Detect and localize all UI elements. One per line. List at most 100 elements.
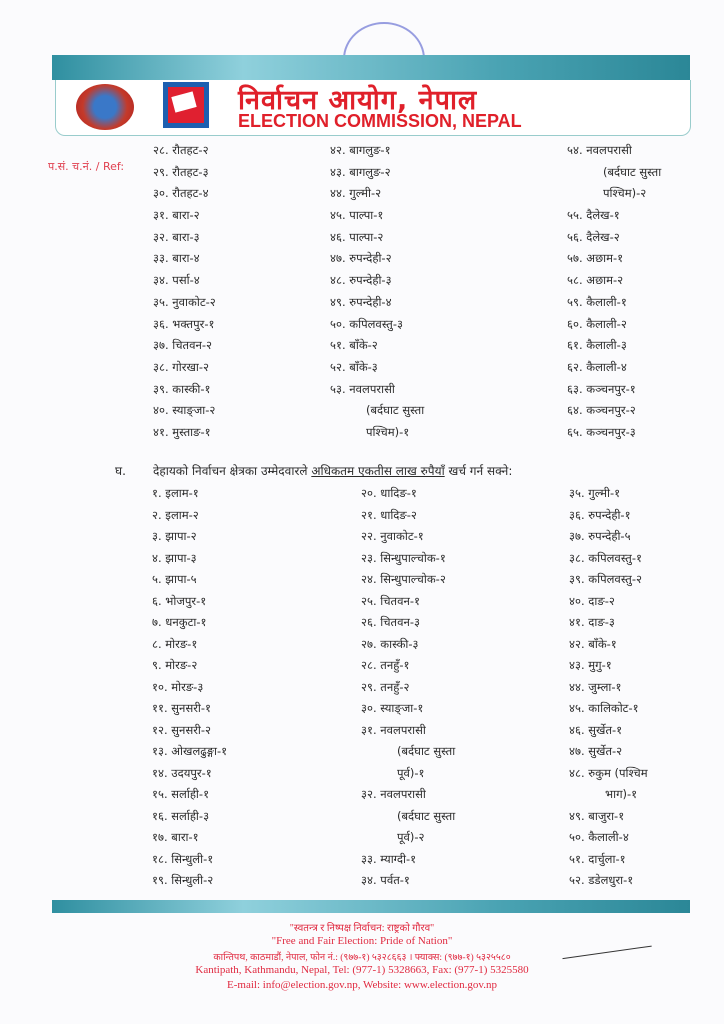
item-number: ५१. (330, 338, 346, 353)
item-number: ३९. (153, 381, 169, 396)
item-number: ४२. (330, 143, 346, 157)
item-number: २८. (153, 143, 169, 157)
heading-text-end: खर्च गर्न सक्ने: (444, 464, 513, 478)
item-number: ४३. (569, 658, 585, 672)
motto-english: "Free and Fair Election: Pride of Nation… (271, 935, 453, 947)
list-item: ४६. सुर्खेत-१ (569, 720, 648, 742)
constituency-name: नुवाकोट-२ (172, 294, 216, 309)
constituency-name: पर्सा-४ (172, 273, 200, 288)
constituency-name: पूर्व)-२ (397, 830, 425, 844)
constituency-name: पश्चिम)-१ (366, 424, 410, 439)
item-number: २९. (361, 679, 377, 694)
constituency-name: धादिङ-२ (380, 507, 417, 522)
constituency-name: सिन्धुली-१ (171, 851, 214, 866)
constituency-name: सुर्खेत-२ (588, 744, 623, 758)
item-number: ३३. (153, 251, 169, 266)
constituency-name: कैलाली-३ (586, 338, 627, 353)
list-item: ५९. कैलाली-१ (567, 292, 661, 314)
list-item: ४८. रुकुम (पश्चिम (569, 763, 648, 785)
list-item: २. इलाम-२ (152, 505, 227, 527)
constituency-name: नुवाकोट-१ (380, 529, 424, 543)
constituency-name: झापा-३ (165, 550, 197, 565)
item-number: १२. (152, 722, 168, 737)
constituency-name: कास्की-१ (172, 381, 211, 396)
constituency-name: दाङ-२ (588, 593, 615, 608)
constituency-name: नवलपरासी (586, 143, 632, 157)
constituency-name: बाँके-३ (349, 359, 378, 374)
list-item: ३२. नवलपरासी (361, 784, 455, 806)
item-number: ४६. (569, 722, 585, 737)
list-item: ५८. अछाम-२ (567, 270, 661, 292)
item-number: १. (152, 486, 162, 500)
constituency-name: तनहुँ-२ (380, 679, 410, 694)
list-item: २६. चितवन-३ (361, 612, 455, 634)
constituency-name: गोरखा-२ (172, 359, 209, 374)
constituency-name: रुपन्देही-३ (349, 273, 392, 288)
constituency-name: स्याङ्जा-२ (172, 403, 216, 418)
item-number: ३६. (153, 316, 169, 331)
constituency-name: कैलाली-२ (586, 316, 627, 331)
list-column: १. इलाम-१ २. इलाम-२ ३. झापा-२ ४. झापा-३ ५. झ… (152, 483, 227, 892)
contact-info: E-mail: info@election.gov.np, Website: w… (227, 979, 497, 991)
item-number: १८. (152, 851, 168, 866)
list-item: ४९. रुपन्देही-४ (330, 292, 424, 314)
list-item: १५. सर्लाही-१ (152, 784, 227, 806)
item-number: २९. (153, 164, 169, 179)
list-item: ४३. मुगु-१ (569, 655, 648, 677)
constituency-name: भोजपुर-१ (165, 593, 207, 608)
constituency-name: कञ्चनपुर-१ (586, 381, 636, 396)
constituency-name: सर्लाही-१ (171, 787, 210, 801)
list-item: ४०. दाङ-२ (569, 591, 648, 613)
item-number: ८. (152, 636, 162, 651)
constituency-name: ओखलढुङ्गा-१ (171, 744, 228, 758)
list-item: ४९. बाजुरा-१ (569, 806, 648, 828)
constituency-name: चितवन-३ (380, 615, 421, 629)
constituency-name: कञ्चनपुर-२ (586, 403, 636, 418)
list-item: १. इलाम-१ (152, 483, 227, 505)
reference-label: प.सं. च.नं. / Ref: (48, 160, 125, 173)
constituency-name: कपिलवस्तु-१ (588, 550, 642, 565)
item-number: ३७. (569, 529, 585, 543)
constituency-name: तनहुँ-१ (380, 658, 410, 672)
list-item: ४५. कालिकोट-१ (569, 698, 648, 720)
item-number: ४८. (330, 273, 346, 288)
constituency-name: चितवन-२ (172, 338, 213, 353)
item-number: ४७. (569, 744, 585, 758)
constituency-name: सिन्धुपाल्चोक-१ (380, 550, 446, 565)
constituency-name: (बर्दघाट सुस्ता (603, 164, 662, 179)
item-number: ३६. (569, 507, 585, 522)
constituency-name: रुपन्देही-२ (349, 251, 392, 266)
item-number: ५१. (569, 851, 585, 866)
list-item: ४१. दाङ-३ (569, 612, 648, 634)
list-item: १८. सिन्धुली-१ (152, 849, 227, 871)
list-item: ४३. बागलुङ-२ (330, 162, 424, 184)
constituency-name: कैलाली-४ (586, 359, 627, 374)
item-number: १७. (152, 830, 168, 844)
list-item: ३३. बारा-४ (153, 248, 216, 270)
item-number: ५०. (569, 830, 585, 844)
list-column: ३५. गुल्मी-१ ३६. रुपन्देही-१ ३७. रुपन्देही… (569, 483, 648, 892)
constituency-name: बागलुङ-२ (349, 164, 391, 179)
constituency-name: बारा-३ (172, 229, 200, 244)
list-item: ११. सुनसरी-१ (152, 698, 227, 720)
item-number: ३९. (569, 572, 585, 586)
constituency-name: बाँके-१ (588, 636, 617, 651)
item-number: ६२. (567, 359, 583, 374)
constituency-name: मोरङ-१ (165, 636, 198, 651)
list-column: २८. रौतहट-२ २९. रौतहट-३ ३०. रौतहट-४ ३१. बार… (153, 140, 216, 444)
item-number: ४५. (569, 701, 585, 715)
constituency-name: कैलाली-१ (586, 294, 627, 309)
item-number: १३. (152, 744, 168, 758)
constituency-name: इलाम-१ (165, 486, 199, 500)
footer-band (52, 900, 690, 913)
list-item: २७. कास्की-३ (361, 634, 455, 656)
constituency-name: मोरङ-३ (171, 679, 204, 694)
constituency-name: कैलाली-४ (588, 830, 629, 844)
constituency-name: चितवन-१ (380, 593, 421, 608)
item-number: १९. (152, 873, 168, 887)
constituency-name: नवलपरासी (349, 381, 395, 396)
item-number: ७. (152, 615, 162, 629)
constituency-name: बारा-२ (172, 208, 200, 223)
constituency-name: कास्की-३ (380, 636, 419, 651)
item-number: २८. (361, 658, 377, 672)
